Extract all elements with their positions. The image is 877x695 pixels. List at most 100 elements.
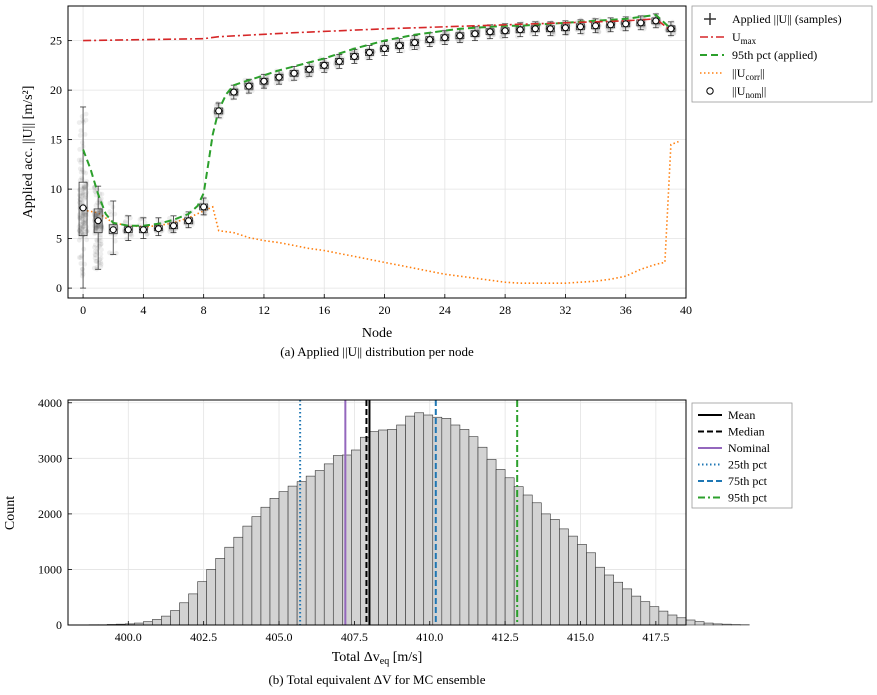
sample-point — [123, 219, 128, 224]
histogram-bar — [423, 414, 434, 626]
histogram-bar — [676, 617, 687, 626]
sample-point — [77, 196, 83, 202]
legend-label-ucorr: ||Ucorr|| — [732, 66, 765, 82]
x-tick-label: 405.0 — [266, 630, 293, 644]
sample-point — [93, 225, 99, 231]
x-tick-label: 8 — [201, 303, 207, 317]
sample-point — [108, 212, 114, 218]
legend-label-95th-pct: 95th pct — [728, 491, 768, 505]
sample-point — [80, 190, 85, 195]
panel-a-y-label: Applied acc. ||U|| [m/s²] — [21, 86, 36, 219]
unom-point — [516, 26, 524, 34]
sample-point — [98, 260, 104, 265]
sample-point — [77, 228, 82, 234]
histogram-bar — [188, 593, 198, 626]
sample-point — [98, 232, 103, 238]
sample-point — [80, 224, 86, 230]
sample-point — [77, 187, 82, 193]
histogram-bar — [233, 536, 244, 626]
histogram-bar — [296, 481, 307, 626]
sample-point — [77, 133, 83, 138]
histogram-bar — [278, 491, 289, 626]
sample-point — [77, 177, 83, 183]
sample-point — [81, 184, 87, 189]
sample-point — [81, 186, 87, 192]
sample-point — [190, 222, 195, 227]
sample-point — [79, 253, 85, 259]
sample-point — [77, 255, 82, 260]
sample-point — [98, 242, 103, 248]
histogram-bar — [550, 519, 560, 626]
x-tick-label: 16 — [318, 303, 330, 317]
sample-point — [308, 71, 314, 77]
histogram-bar — [215, 558, 226, 626]
sample-point — [112, 238, 118, 244]
sample-point — [217, 103, 222, 108]
histogram-bar — [631, 595, 642, 626]
unom-point — [245, 82, 253, 90]
sample-point — [81, 214, 87, 219]
histogram-reference-lines — [299, 400, 519, 625]
sample-point — [653, 23, 658, 28]
sample-point — [93, 224, 99, 230]
sample-point — [79, 230, 85, 236]
sample-point — [94, 225, 100, 231]
unom-point — [230, 88, 238, 96]
sample-point — [80, 192, 86, 198]
histogram-bar — [613, 581, 623, 626]
sample-point — [95, 223, 101, 229]
sample-point — [671, 31, 677, 37]
sample-point — [98, 251, 104, 257]
sample-point — [98, 235, 103, 240]
unom-point — [260, 77, 268, 85]
sample-point — [93, 258, 99, 264]
unom-point — [215, 107, 223, 115]
sample-point — [122, 220, 128, 225]
histogram-bar — [568, 535, 578, 626]
histogram-bar — [450, 424, 461, 626]
sample-point — [76, 157, 82, 163]
sample-point — [229, 96, 235, 101]
sample-point — [129, 233, 135, 239]
sample-point — [137, 217, 143, 222]
sample-point — [97, 208, 102, 214]
sample-point — [83, 226, 88, 232]
unom-point — [652, 17, 660, 25]
panel-a-caption: (a) Applied ||U|| distribution per node — [280, 344, 474, 359]
sample-point — [142, 220, 148, 226]
sample-point — [96, 210, 102, 216]
sample-point — [97, 257, 103, 262]
sample-point — [93, 209, 99, 215]
sample-point — [107, 250, 112, 256]
sample-point — [99, 211, 104, 217]
histogram-bar — [703, 622, 714, 626]
unom-point — [546, 25, 554, 33]
sample-point — [127, 215, 133, 221]
histogram-bar — [622, 588, 633, 626]
histogram-bar — [351, 449, 361, 626]
unom-point — [622, 20, 630, 28]
panel-a: 0 4 8 12 16 20 24 28 32 36 40 0 5 10 15 20 25 Node Appl… — [21, 5, 873, 359]
sample-point — [308, 73, 314, 78]
sample-point — [96, 223, 102, 229]
sample-point — [334, 54, 340, 60]
sample-point — [295, 75, 300, 81]
sample-point — [94, 223, 100, 228]
sample-point — [79, 114, 85, 119]
unom-point — [170, 222, 178, 230]
sample-point — [84, 224, 89, 230]
x-tick-label: 407.5 — [341, 630, 368, 644]
y-tick-label: 20 — [50, 83, 62, 97]
histogram-bar — [414, 412, 425, 626]
box-body — [78, 181, 88, 237]
panel-a-y-ticks: 0 5 10 15 20 25 — [50, 34, 72, 295]
sample-point — [98, 255, 104, 261]
histogram-bar — [387, 429, 397, 626]
sample-point — [486, 35, 491, 41]
histogram-bar — [287, 485, 298, 626]
y-tick-label: 2000 — [38, 507, 62, 521]
unom-point — [335, 57, 343, 65]
unom-point — [471, 30, 479, 38]
histogram-bar — [260, 506, 271, 626]
sample-point — [99, 223, 105, 229]
